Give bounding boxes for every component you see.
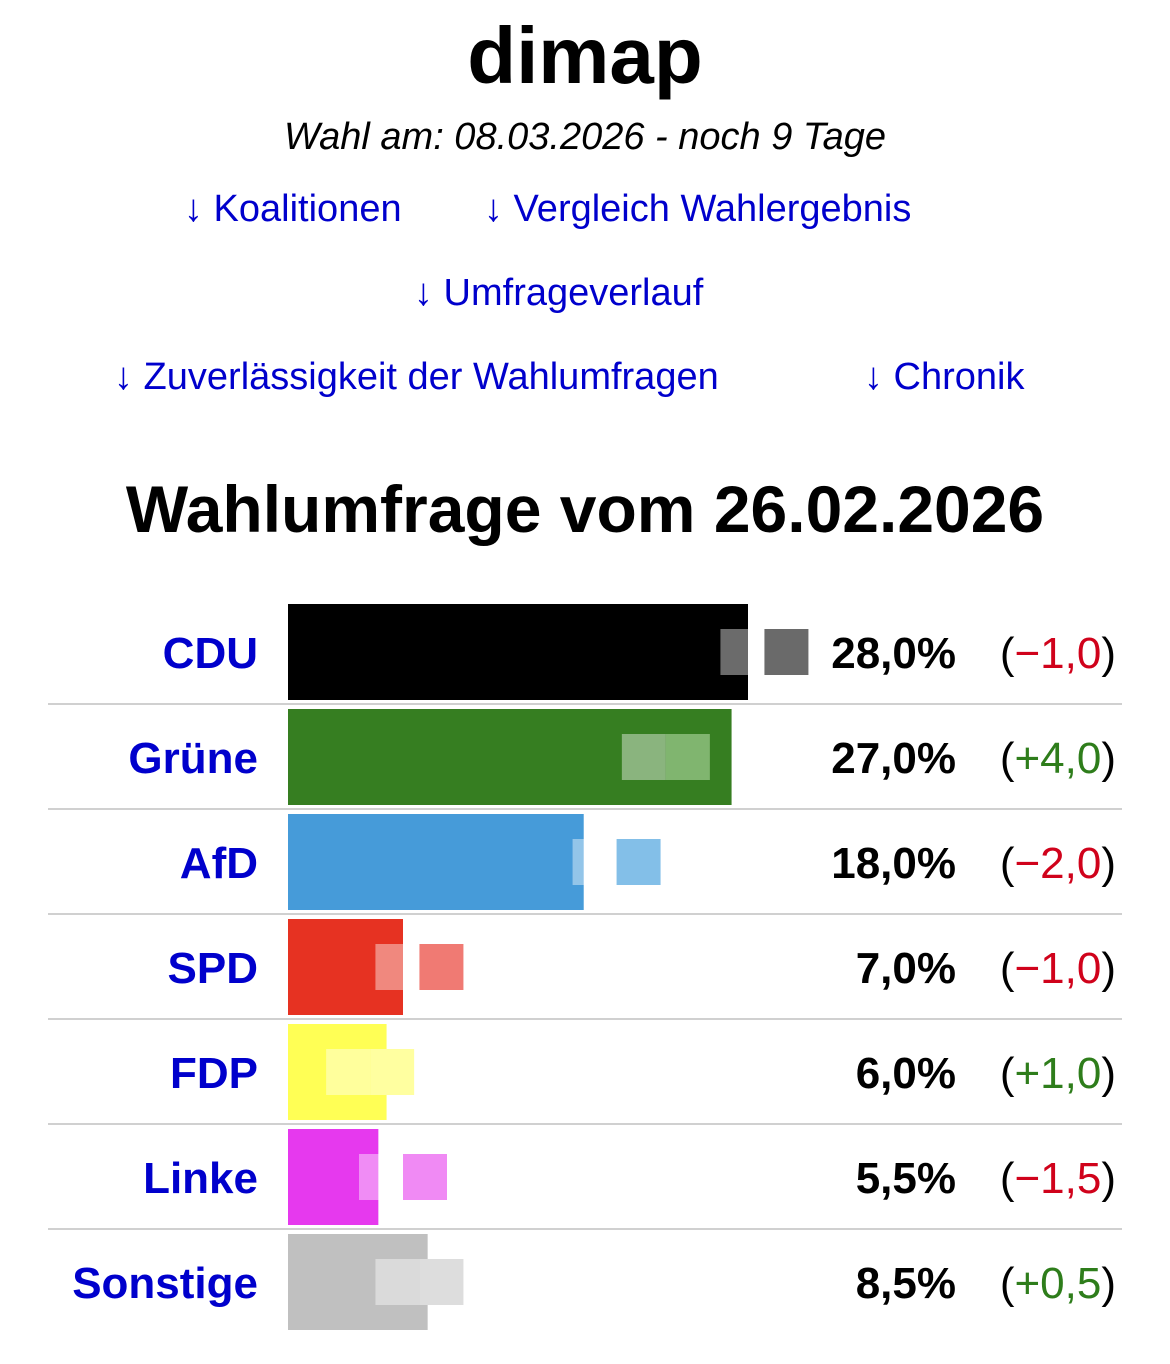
previous-value-marker [359, 1154, 403, 1200]
previous-value-marker [720, 629, 765, 675]
link-chronik[interactable]: ↓ Chronik [864, 356, 1025, 398]
row-divider [48, 913, 1122, 915]
previous-value-marker [403, 1154, 447, 1200]
percentage-value: 5,5% [856, 1154, 956, 1203]
row-divider [48, 1123, 1122, 1125]
page-title: dimap [467, 11, 703, 100]
election-date-subtitle: Wahl am: 08.03.2026 - noch 9 Tage [283, 116, 887, 158]
change-value: (−1,0) [1000, 944, 1116, 993]
link-zuverlaessigkeit[interactable]: ↓ Zuverlässigkeit der Wahlumfragen [114, 356, 719, 398]
row-divider [48, 703, 1122, 705]
party-label: SPD [168, 944, 258, 993]
bar-afd [288, 814, 584, 910]
percentage-value: 7,0% [856, 944, 956, 993]
change-value: (−1,0) [1000, 629, 1116, 678]
previous-value-marker [665, 734, 710, 780]
previous-value-marker [621, 734, 666, 780]
party-label: AfD [180, 839, 258, 888]
link-koalitionen[interactable]: ↓ Koalitionen [184, 188, 402, 230]
change-value: (−2,0) [1000, 839, 1116, 888]
percentage-value: 27,0% [831, 734, 956, 783]
previous-value-marker [375, 1259, 420, 1305]
row-divider [48, 808, 1122, 810]
percentage-value: 28,0% [831, 629, 956, 678]
previous-value-marker [419, 944, 464, 990]
party-label: FDP [170, 1049, 258, 1098]
previous-value-marker [370, 1049, 415, 1095]
previous-value-marker [326, 1049, 371, 1095]
percentage-value: 18,0% [831, 839, 956, 888]
party-label: Sonstige [72, 1259, 258, 1308]
party-label: CDU [163, 629, 258, 678]
change-value: (+4,0) [1000, 734, 1116, 783]
link-vergleich-wahlergebnis[interactable]: ↓ Vergleich Wahlergebnis [484, 188, 912, 230]
previous-value-marker [616, 839, 661, 885]
bar-sonstige [288, 1234, 428, 1330]
row-divider [48, 1018, 1122, 1020]
party-label: Grüne [128, 734, 258, 783]
percentage-value: 6,0% [856, 1049, 956, 1098]
change-value: (−1,5) [1000, 1154, 1116, 1203]
party-label: Linke [143, 1154, 258, 1203]
bar-spd [288, 919, 403, 1015]
chart-title: Wahlumfrage vom 26.02.2026 [125, 472, 1045, 546]
row-divider [48, 1228, 1122, 1230]
bar-grüne [288, 709, 732, 805]
previous-value-marker [764, 629, 809, 675]
previous-value-marker [375, 944, 420, 990]
percentage-value: 8,5% [856, 1259, 956, 1308]
previous-value-marker [419, 1259, 464, 1305]
link-umfrageverlauf[interactable]: ↓ Umfrageverlauf [414, 272, 704, 314]
bar-linke [288, 1129, 379, 1225]
previous-value-marker [572, 839, 617, 885]
change-value: (+0,5) [1000, 1259, 1116, 1308]
change-value: (+1,0) [1000, 1049, 1116, 1098]
bar-cdu [288, 604, 748, 700]
